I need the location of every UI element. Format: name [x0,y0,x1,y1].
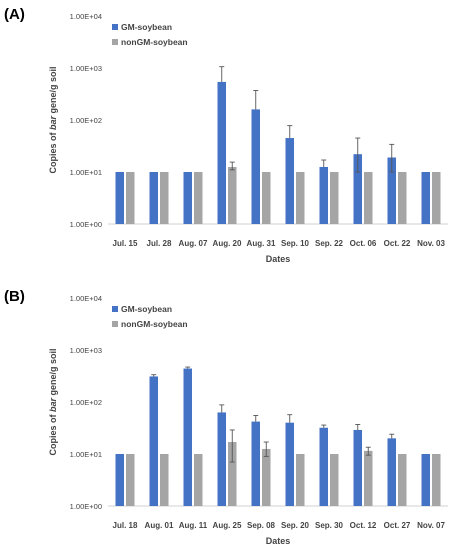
bar-gm-soybean [353,154,362,224]
y-tick-label: 1.00E+02 [70,398,102,407]
y-tick-label: 1.00E+01 [70,168,102,177]
bar-gm-soybean [217,412,226,506]
bar-nongm-soybean [228,442,237,506]
panel-label: (B) [4,288,25,305]
y-tick-label: 1.00E+03 [70,64,102,73]
x-tick-label: Aug. 11 [179,521,208,530]
bar-nongm-soybean [194,454,203,506]
bar-gm-soybean [319,427,328,506]
bar-gm-soybean [251,421,260,506]
bar-nongm-soybean [432,172,441,224]
x-tick-label: Aug. 01 [145,521,174,530]
y-tick-label: 1.00E+04 [70,294,102,303]
legend-label-gm: GM-soybean [121,304,172,314]
x-tick-label: Sep. 10 [281,239,310,248]
x-tick-label: Sep. 08 [247,521,276,530]
legend-swatch-gm [112,306,118,312]
bar-gm-soybean [115,454,124,506]
y-axis-title: Copies of bar gene/g soil [48,66,58,173]
chart-panel-a: (A) 1.00E+00 1.00E+01 1.00E+02 1.00E+03 1.00… [0,0,456,270]
bar-nongm-soybean [364,172,373,224]
x-tick-label: Nov. 07 [417,521,445,530]
x-tick-label: Aug. 31 [247,239,276,248]
bar-gm-soybean [183,368,192,506]
x-tick-label: Aug. 25 [213,521,242,530]
bar-gm-soybean [421,172,430,224]
y-tick-label: 1.00E+00 [70,220,102,229]
bar-nongm-soybean [364,450,373,506]
bar-gm-soybean [115,172,124,224]
x-tick-label: Aug. 07 [179,239,208,248]
y-tick-label: 1.00E+04 [70,12,102,21]
x-tick-label: Aug. 20 [213,239,242,248]
bar-nongm-soybean [194,172,203,224]
legend-label-nongm: nonGM-soybean [121,37,188,47]
y-tick-label: 1.00E+03 [70,346,102,355]
legend-label-gm: GM-soybean [121,22,172,32]
bar-nongm-soybean [330,454,339,506]
bar-gm-soybean [387,438,396,506]
bar-nongm-soybean [262,448,271,506]
bar-gm-soybean [285,422,294,506]
bar-gm-soybean [353,429,362,506]
x-tick-label: Oct. 22 [384,239,411,248]
bar-gm-soybean [217,81,226,224]
x-tick-label: Jul. 28 [147,239,172,248]
x-tick-label: Nov. 03 [417,239,445,248]
bar-nongm-soybean [296,454,305,506]
legend-label-nongm: nonGM-soybean [121,319,188,329]
bar-gm-soybean [387,157,396,224]
bar-nongm-soybean [160,172,169,224]
y-tick-label: 1.00E+00 [70,502,102,511]
bar-gm-soybean [183,172,192,224]
x-tick-label: Jul. 18 [113,521,138,530]
bar-nongm-soybean [228,166,237,224]
x-axis-title: Dates [266,536,291,546]
bar-gm-soybean [149,376,158,506]
bar-gm-soybean [421,454,430,506]
legend-swatch-gm [112,24,118,30]
bar-nongm-soybean [126,454,135,506]
y-tick-label: 1.00E+01 [70,450,102,459]
x-axis-title: Dates [266,254,291,264]
bar-chart: 1.00E+00 1.00E+01 1.00E+02 1.00E+03 1.00E+04… [48,12,448,264]
chart-panel-b: (B) 1.00E+00 1.00E+01 1.00E+02 1.00E+03 1.00… [0,282,456,552]
bar-nongm-soybean [160,454,169,506]
bar-nongm-soybean [296,172,305,224]
bar-nongm-soybean [330,172,339,224]
x-tick-label: Sep. 20 [281,521,310,530]
x-tick-label: Oct. 12 [350,521,377,530]
x-tick-label: Jul. 15 [113,239,138,248]
x-tick-label: Oct. 27 [384,521,411,530]
x-tick-label: Oct. 06 [350,239,377,248]
panel-label: (A) [4,6,25,23]
bar-nongm-soybean [126,172,135,224]
bar-nongm-soybean [432,454,441,506]
y-axis-title: Copies of bar gene/g soil [48,348,58,455]
bar-gm-soybean [319,166,328,224]
bar-gm-soybean [149,172,158,224]
x-tick-label: Sep. 30 [315,521,344,530]
bar-nongm-soybean [398,172,407,224]
legend-swatch-nongm [112,321,118,327]
bar-gm-soybean [251,109,260,224]
legend-swatch-nongm [112,39,118,45]
bar-chart: 1.00E+00 1.00E+01 1.00E+02 1.00E+03 1.00E+04… [48,294,448,546]
bar-gm-soybean [285,138,294,224]
bar-nongm-soybean [398,454,407,506]
bar-nongm-soybean [262,172,271,224]
x-tick-label: Sep. 22 [315,239,344,248]
y-tick-label: 1.00E+02 [70,116,102,125]
